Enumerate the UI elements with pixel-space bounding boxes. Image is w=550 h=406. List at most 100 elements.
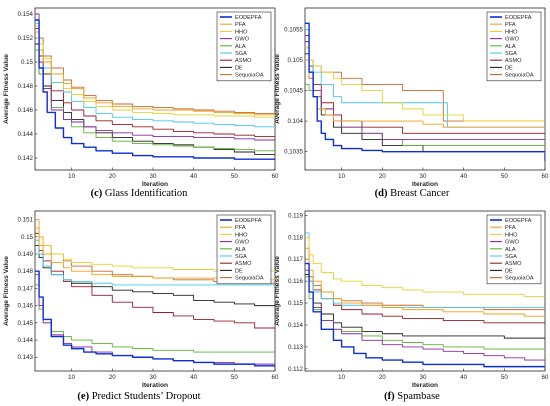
legend-label-gwo: GWO — [505, 240, 520, 246]
legend — [486, 11, 542, 82]
y-tick-label: 0.152 — [18, 35, 34, 42]
x-axis-label: Iteration — [142, 181, 168, 188]
legend — [216, 11, 272, 82]
legend-label-hho: HHO — [505, 232, 518, 238]
y-tick-label: 0.143 — [18, 354, 34, 361]
legend-label-ala: ALA — [235, 247, 246, 253]
legend-label-ala: ALA — [235, 44, 246, 50]
x-tick-label: 60 — [272, 374, 279, 381]
legend-label-de: DE — [505, 65, 513, 71]
y-tick-label: 0.154 — [18, 11, 34, 18]
legend-label-sequoiaoa: SequoiaOA — [235, 73, 264, 79]
x-axis-label: Iteration — [412, 382, 438, 389]
legend-label-eodepfa: EODEPFA — [235, 15, 262, 21]
caption-c: (c) Glass Identification — [91, 188, 189, 199]
series-line-asmo — [305, 263, 545, 325]
y-tick-label: 0.151 — [18, 217, 34, 224]
series-line-hho — [35, 227, 275, 273]
y-tick-label: 0.146 — [18, 107, 34, 114]
x-tick-label: 10 — [68, 374, 75, 381]
series-line-sga — [35, 239, 275, 286]
y-tick-label: 0.113 — [288, 344, 304, 351]
y-axis-label: Average Fitness Value — [274, 256, 281, 326]
y-tick-label: 0.119 — [288, 212, 304, 219]
x-tick-label: 60 — [542, 374, 549, 381]
y-tick-label: 0.104 — [288, 118, 304, 125]
chart-panel-f: 10 20 30 40 50 60 0.112 0.113 0.114 0.115 0.116 0.1… — [274, 210, 549, 389]
series-line-hho — [305, 47, 545, 122]
series-line-eodepfa — [305, 262, 545, 368]
y-tick-label: 0.115 — [288, 300, 304, 307]
y-tick-label: 0.148 — [18, 268, 34, 275]
caption-f: (f) Spambase — [384, 391, 440, 402]
y-tick-label: 0.1055 — [284, 26, 303, 33]
y-tick-label: 0.145 — [18, 320, 34, 327]
legend-label-hho: HHO — [505, 29, 518, 35]
caption-e: (e) Predict Students’ Dropout — [77, 391, 200, 402]
y-tick-label: 0.1035 — [284, 149, 303, 156]
legend-label-ala: ALA — [505, 44, 516, 50]
legend-label-sequoiaoa: SequoiaOA — [235, 276, 264, 282]
x-axis-label: Iteration — [412, 181, 438, 188]
legend-label-gwo: GWO — [505, 37, 520, 43]
legend-label-sequoiaoa: SequoiaOA — [505, 73, 534, 79]
legend-label-asmo: ASMO — [235, 58, 252, 64]
legend-label-asmo: ASMO — [505, 261, 522, 267]
legend-label-de: DE — [235, 268, 243, 274]
legend-label-gwo: GWO — [235, 240, 250, 246]
legend-label-pfa: PFA — [235, 22, 246, 28]
legend-label-sga: SGA — [505, 51, 517, 57]
legend-label-pfa: PFA — [505, 22, 516, 28]
y-tick-label: 0.1045 — [284, 88, 303, 95]
series-line-pfa — [305, 247, 545, 317]
x-tick-label: 60 — [542, 173, 549, 180]
series-line-hho — [305, 236, 545, 297]
y-tick-label: 0.144 — [18, 337, 34, 344]
y-tick-label: 0.114 — [288, 322, 304, 329]
legend-label-asmo: ASMO — [505, 58, 522, 64]
x-tick-label: 30 — [420, 374, 427, 381]
x-tick-label: 40 — [460, 173, 467, 180]
series-line-gwo — [35, 13, 275, 141]
series-line-sga — [305, 232, 545, 308]
series-line-eodepfa — [35, 270, 275, 368]
series-line-ala — [305, 276, 545, 350]
legend — [216, 214, 272, 285]
legend-label-asmo: ASMO — [235, 261, 252, 267]
y-axis-label: Average Fitness Value — [3, 54, 10, 124]
y-tick-label: 0.146 — [18, 303, 34, 310]
legend-label-sga: SGA — [235, 254, 247, 260]
x-tick-label: 50 — [501, 173, 508, 180]
x-tick-label: 10 — [68, 173, 75, 180]
y-tick-label: 0.117 — [288, 256, 304, 263]
x-tick-label: 20 — [379, 374, 386, 381]
y-tick-label: 0.15 — [21, 234, 34, 241]
y-tick-label: 0.147 — [18, 285, 34, 292]
legend-label-pfa: PFA — [505, 225, 516, 231]
y-tick-label: 0.118 — [288, 234, 304, 241]
legend-label-ala: ALA — [505, 247, 516, 253]
x-tick-label: 30 — [150, 374, 157, 381]
chart-panel-c: 10 20 30 40 50 60 0.142 0.144 0.146 0.148 0.15 0.15… — [3, 7, 279, 188]
x-tick-label: 10 — [338, 173, 345, 180]
y-axis-label: Average Fitness Value — [274, 54, 281, 124]
legend-label-eodepfa: EODEPFA — [505, 218, 532, 224]
chart-panel-e: 10 20 30 40 50 60 0.143 0.144 0.145 0.146 0.147 0.1… — [3, 210, 279, 389]
x-tick-label: 30 — [420, 173, 427, 180]
x-axis-label: Iteration — [142, 382, 168, 389]
chart-panel-d: 10 20 30 40 50 60 0.1035 0.104 0.1045 0.105 0.1055… — [274, 7, 549, 188]
x-tick-label: 20 — [109, 374, 116, 381]
x-tick-label: 40 — [460, 374, 467, 381]
x-tick-label: 50 — [501, 374, 508, 381]
legend-label-gwo: GWO — [235, 37, 250, 43]
x-tick-label: 60 — [272, 173, 279, 180]
y-tick-label: 0.142 — [18, 155, 34, 162]
x-tick-label: 20 — [379, 173, 386, 180]
legend — [486, 214, 542, 285]
caption-d: (d) Breast Cancer — [375, 188, 450, 199]
series-line-eodepfa — [305, 22, 545, 161]
x-tick-label: 10 — [338, 374, 345, 381]
y-tick-label: 0.105 — [288, 57, 304, 64]
y-tick-label: 0.144 — [18, 131, 34, 138]
legend-label-hho: HHO — [235, 232, 248, 238]
